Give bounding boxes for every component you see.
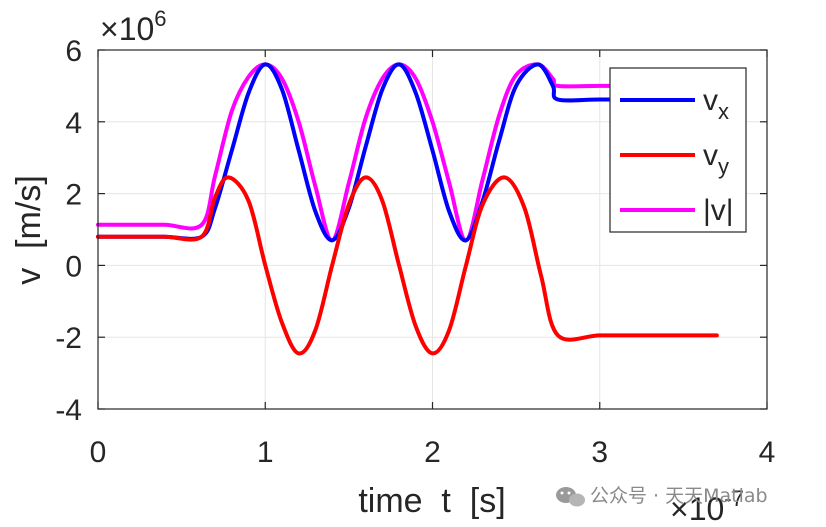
y-scale-multiplier: ×106 — [100, 6, 167, 47]
ticks: 0 1 2 3 4 -4 -2 0 2 4 6 — [55, 35, 775, 469]
y-tick-label: 0 — [65, 250, 82, 283]
x-tick-label: 1 — [257, 436, 274, 469]
watermark: 公众号 · 天天Matlab — [556, 485, 768, 507]
watermark-text: 公众号 · 天天Matlab — [590, 485, 768, 507]
y-axis-label: v [m/s] — [10, 175, 48, 285]
series-line-x — [96, 62, 719, 243]
y-tick-label: -2 — [55, 322, 82, 355]
legend: vx vy |v| — [609, 67, 747, 233]
legend-label: vx — [703, 84, 729, 124]
y-tick-label: 6 — [65, 35, 82, 68]
series-line-y — [96, 175, 719, 356]
x-tick-label: 4 — [759, 436, 776, 469]
y-tick-label: -4 — [55, 394, 82, 427]
x-axis-label: time t [s] — [358, 482, 505, 520]
x-tick-label: 3 — [591, 436, 608, 469]
y-tick-label: 2 — [65, 179, 82, 212]
series-layer — [96, 62, 719, 356]
legend-box — [609, 67, 747, 233]
x-scale-multiplier: ×10-7 — [670, 486, 744, 527]
x-tick-label: 2 — [424, 436, 441, 469]
y-tick-label: 4 — [65, 107, 82, 140]
x-tick-label: 0 — [90, 436, 107, 469]
legend-label: |v| — [703, 194, 734, 227]
legend-label: vy — [703, 139, 729, 179]
wechat-icon — [556, 487, 585, 507]
